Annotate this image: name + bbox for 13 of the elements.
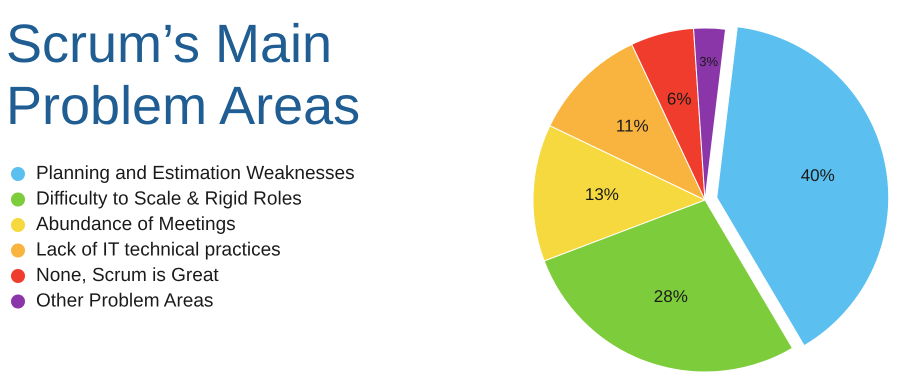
data-label: 3% [699, 54, 719, 69]
legend-label: Other Problem Areas [36, 290, 214, 312]
data-label: 40% [800, 166, 835, 185]
data-label: 6% [666, 90, 692, 109]
legend-label: None, Scrum is Great [36, 265, 220, 286]
legend-label: Planning and Estimation Weaknesses [36, 163, 355, 184]
legend-label: Difficulty to Scale & Rigid Roles [36, 188, 302, 210]
data-label: 28% [654, 286, 688, 306]
chart-title: Scrum’s Main Problem Areas [6, 14, 360, 136]
legend-label: Abundance of Meetings [36, 214, 236, 236]
data-label: 11% [616, 116, 649, 136]
legend-label: Lack of IT technical practices [36, 240, 281, 261]
data-label: 13% [584, 185, 619, 204]
